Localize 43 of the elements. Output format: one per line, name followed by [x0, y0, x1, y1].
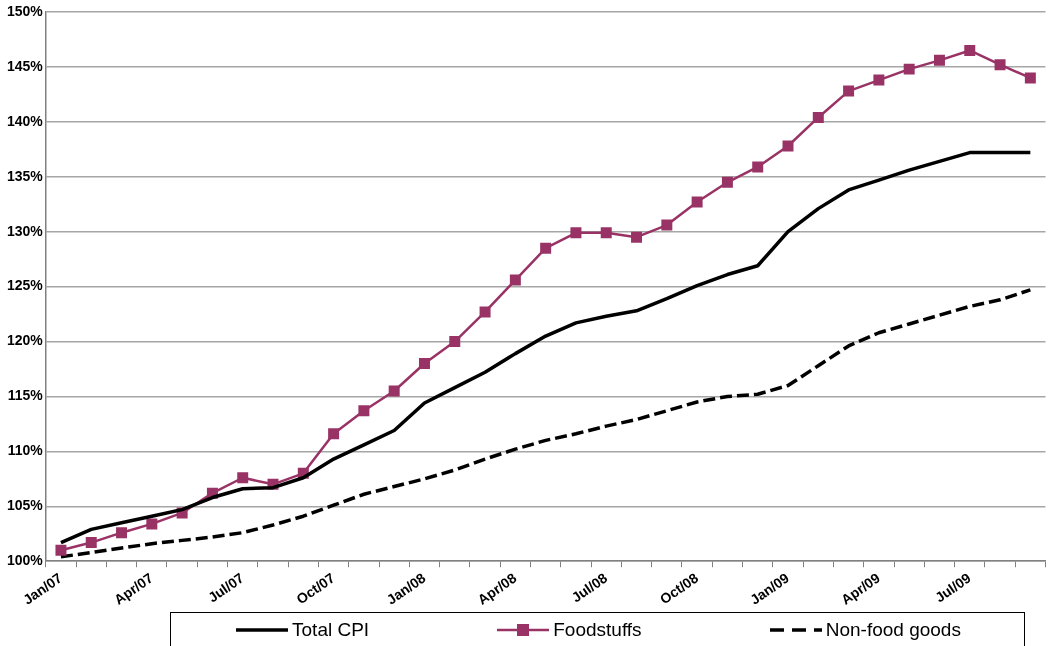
- point: [479, 306, 491, 318]
- point: [509, 274, 521, 286]
- point: [661, 219, 673, 231]
- legend-label: Non-food goods: [825, 619, 961, 641]
- point: [752, 161, 764, 173]
- point: [964, 44, 976, 56]
- point: [237, 472, 249, 484]
- point: [721, 176, 733, 188]
- point: [116, 527, 128, 539]
- point: [358, 405, 370, 417]
- point: [812, 111, 824, 123]
- y-tick-label: 110%: [7, 442, 44, 459]
- legend-label: Foodstuffs: [553, 619, 642, 641]
- point: [328, 428, 340, 440]
- y-tick-label: 145%: [6, 57, 44, 74]
- point: [903, 63, 915, 75]
- point: [631, 231, 643, 243]
- y-tick-label: 150%: [6, 2, 44, 19]
- point: [85, 537, 97, 549]
- point: [600, 227, 612, 239]
- point: [55, 544, 67, 556]
- point: [873, 74, 885, 86]
- point: [994, 59, 1006, 71]
- point: [843, 85, 855, 97]
- point: [418, 358, 430, 370]
- y-tick-label: 135%: [6, 167, 44, 184]
- y-tick-label: 120%: [6, 332, 44, 349]
- legend-label: Total CPI: [292, 619, 370, 641]
- point: [782, 140, 794, 152]
- y-tick-label: 130%: [6, 222, 44, 239]
- y-tick-label: 100%: [6, 552, 44, 569]
- y-tick-label: 105%: [6, 497, 44, 514]
- point: [933, 54, 945, 66]
- point: [691, 196, 703, 208]
- point: [540, 242, 552, 254]
- y-tick-label: 125%: [6, 277, 44, 294]
- y-tick-label: 140%: [6, 112, 44, 129]
- point: [388, 385, 400, 397]
- point: [1024, 72, 1036, 84]
- point: [146, 518, 158, 530]
- point: [449, 336, 461, 348]
- y-tick-label: 115%: [7, 387, 44, 404]
- point: [570, 227, 582, 239]
